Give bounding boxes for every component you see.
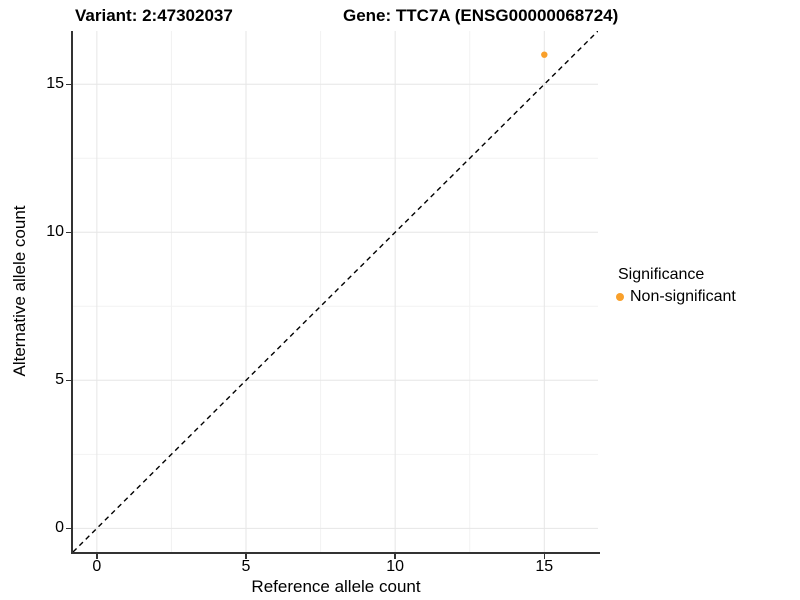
x-axis-title: Reference allele count (251, 577, 421, 596)
y-tick-label: 0 (55, 519, 64, 537)
y-axis-title: Alternative allele count (10, 205, 29, 377)
y-tick-mark (66, 83, 71, 86)
data-point (541, 51, 548, 58)
y-tick-mark (66, 527, 71, 530)
x-tick-mark (543, 554, 546, 559)
plot-title-gene: Gene: TTC7A (ENSG00000068724) (343, 6, 619, 25)
legend: Significance Non-significant (616, 266, 736, 306)
y-tick-label: 5 (55, 371, 64, 389)
scatter-plot-canvas (73, 31, 598, 552)
y-tick-label: 15 (46, 75, 64, 93)
y-axis-line (71, 31, 73, 554)
plot-panel (73, 31, 598, 552)
x-axis-line (71, 552, 600, 554)
y-tick-label: 10 (46, 223, 64, 241)
legend-item: Non-significant (616, 288, 736, 306)
y-tick-mark (66, 379, 71, 382)
legend-item-label: Non-significant (630, 288, 736, 305)
plot-title-variant: Variant: 2:47302037 (75, 6, 233, 25)
x-tick-label: 0 (92, 558, 102, 575)
legend-title: Significance (618, 266, 705, 283)
x-tick-label: 15 (535, 558, 554, 575)
legend-point-icon (616, 293, 624, 301)
x-tick-label: 5 (241, 558, 251, 575)
x-tick-label: 10 (386, 558, 405, 575)
x-tick-mark (245, 554, 247, 559)
x-tick-mark (96, 554, 98, 559)
y-tick-mark (66, 231, 71, 234)
x-tick-mark (394, 554, 396, 559)
identity-dashed-line (73, 31, 598, 552)
